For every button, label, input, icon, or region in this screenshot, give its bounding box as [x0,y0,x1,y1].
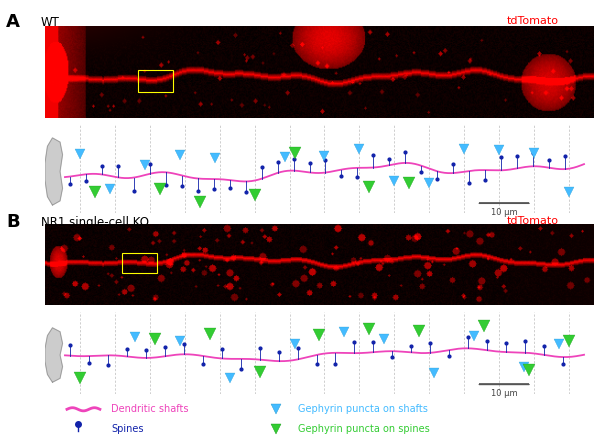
Bar [122,253,157,273]
Text: Gephyrin puncta on shafts: Gephyrin puncta on shafts [298,404,427,414]
Text: 10 μm: 10 μm [491,389,517,398]
Text: Spines: Spines [111,424,143,434]
Polygon shape [45,138,62,205]
Text: tdTomato: tdTomato [507,16,559,26]
Text: B: B [6,213,20,231]
Text: 10 μm: 10 μm [491,208,517,217]
Text: tdTomato: tdTomato [507,216,559,226]
Text: Dendritic shafts: Dendritic shafts [111,404,188,414]
Text: Gephyrin puncta on spines: Gephyrin puncta on spines [298,424,429,434]
Text: A: A [6,13,20,31]
Polygon shape [45,328,62,382]
Text: WT: WT [41,16,59,29]
Bar [139,70,173,92]
Text: NR1 single-cell KO: NR1 single-cell KO [41,216,149,229]
